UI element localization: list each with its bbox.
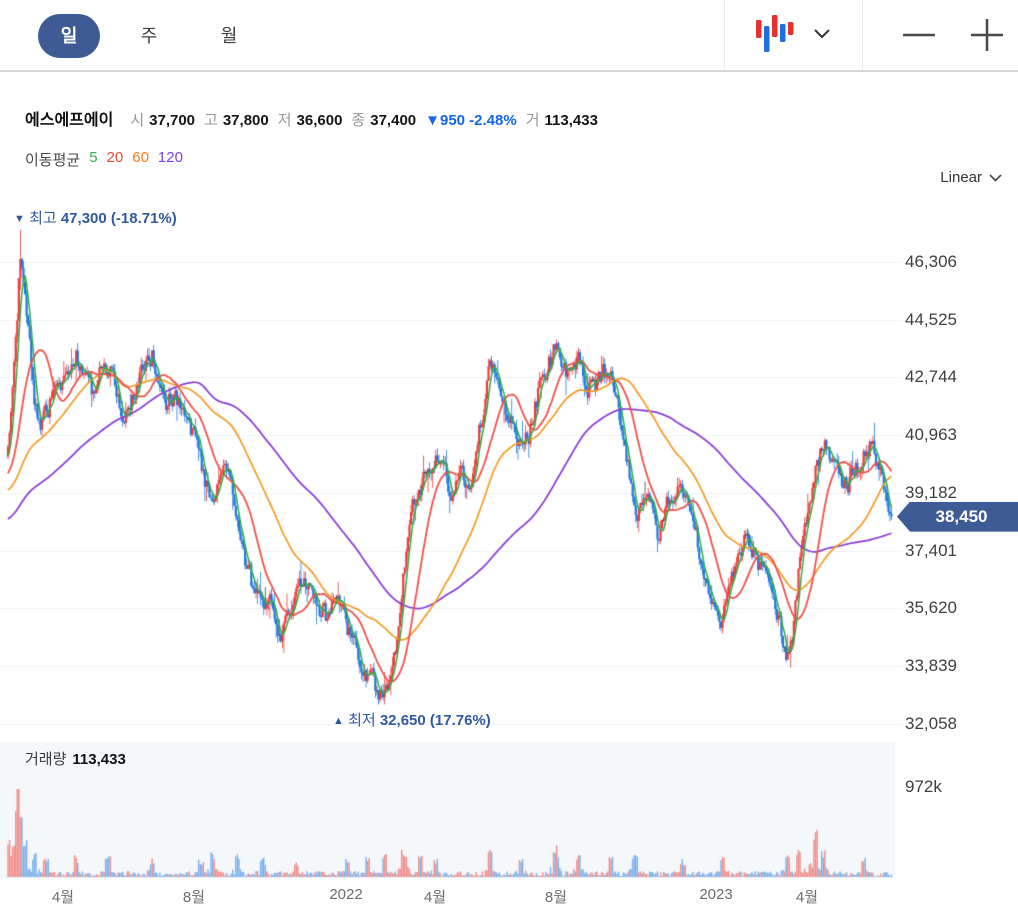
volume-title: 거래량 113,433	[25, 751, 126, 768]
x-axis-label: 8월	[544, 889, 568, 906]
x-axis-label: 4월	[51, 889, 75, 906]
current-price-badge: 38,450	[897, 501, 1018, 532]
y-axis-label: 37,401	[905, 540, 957, 560]
y-axis-label: 40,963	[905, 425, 957, 445]
x-axis-label: 4월	[795, 889, 819, 906]
low-annotation: ▲ 최저 32,650 (17.76%)	[333, 712, 491, 729]
arrow-down-icon: ▼	[14, 213, 25, 225]
y-axis-label: 42,744	[905, 367, 957, 387]
x-axis-label: 8월	[182, 889, 206, 906]
y-axis-label: 39,182	[905, 482, 957, 502]
y-axis-label: 44,525	[905, 309, 957, 329]
x-axis-label: 4월	[423, 889, 447, 906]
x-axis-label: 2022	[329, 886, 363, 903]
arrow-up-icon: ▲	[333, 715, 344, 727]
y-axis-label: 46,306	[905, 252, 957, 271]
x-axis-label: 2023	[699, 886, 733, 903]
y-axis-label: 35,620	[905, 598, 957, 618]
y-axis-label: 32,058	[905, 713, 957, 733]
high-annotation: ▼ 최고 47,300 (-18.71%)	[14, 210, 177, 227]
volume-axis-label: 972k	[905, 777, 942, 796]
y-axis-label: 33,839	[905, 655, 957, 675]
